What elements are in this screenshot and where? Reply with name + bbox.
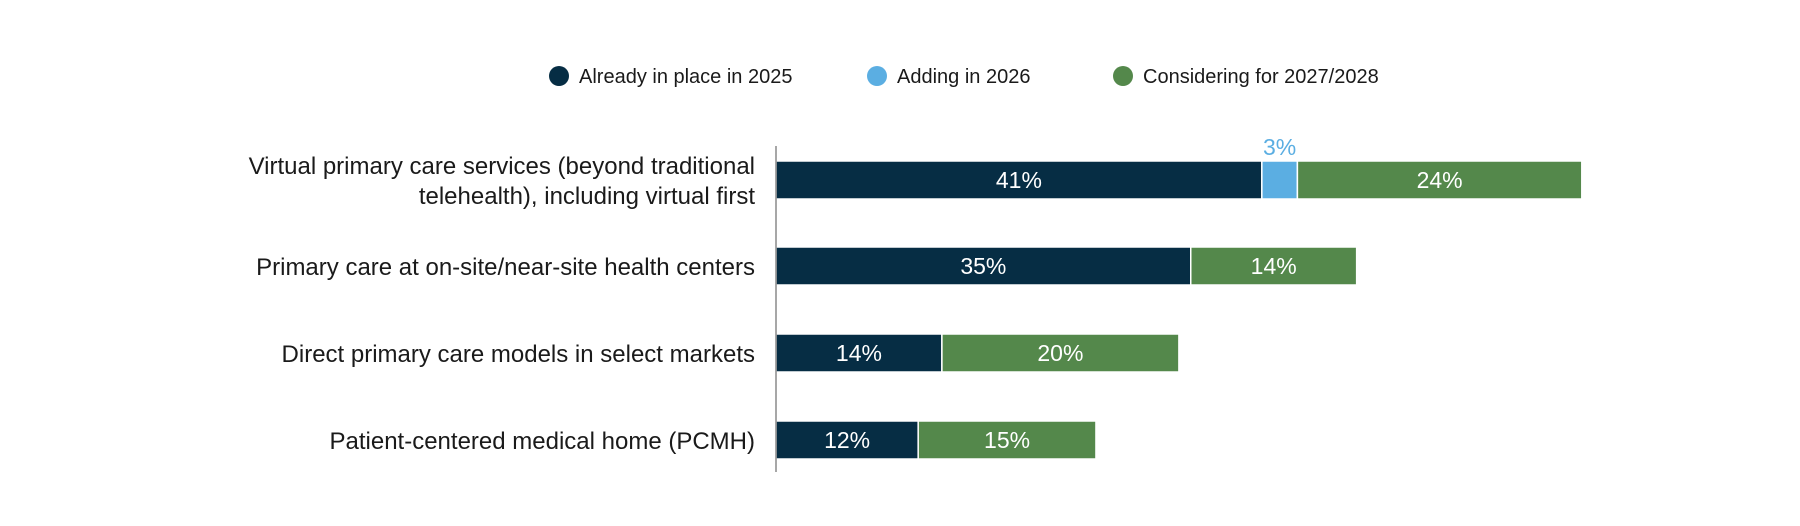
legend-swatch-considering-for-2027-2028 (1113, 66, 1133, 86)
legend-label-considering-for-2027-2028: Considering for 2027/2028 (1143, 66, 1379, 88)
category-label-row-2: Primary care at on-site/near-site health… (256, 254, 755, 281)
category-label-row-3: Direct primary care models in select mar… (282, 341, 755, 368)
category-label-row-4: Patient-centered medical home (PCMH) (330, 428, 756, 455)
data-label-considering-for-2027-2028-row-4: 15% (984, 427, 1030, 453)
legend-item-considering-for-2027-2028: Considering for 2027/2028 (1113, 66, 1379, 88)
data-label-considering-for-2027-2028-row-2: 14% (1251, 253, 1297, 279)
bar-considering-for-2027-2028-row-3 (941, 333, 1180, 373)
legend-label-already-in-place-in-2025: Already in place in 2025 (579, 66, 792, 88)
bar-considering-for-2027-2028-row-2 (1190, 246, 1358, 286)
data-label-considering-for-2027-2028-row-3: 20% (1037, 340, 1083, 366)
bar-already-in-place-in-2025-row-4 (775, 420, 919, 460)
category-label-row-1-line-1: Virtual primary care services (beyond tr… (249, 153, 755, 180)
legend-item-already-in-place-in-2025: Already in place in 2025 (549, 66, 792, 88)
legend-item-adding-in-2026: Adding in 2026 (867, 66, 1030, 88)
bar-adding-in-2026-row-1 (1261, 160, 1299, 200)
data-label-already-in-place-in-2025-row-2: 35% (960, 253, 1006, 279)
bar-already-in-place-in-2025-row-2 (775, 246, 1192, 286)
legend-label-adding-in-2026: Adding in 2026 (897, 66, 1030, 88)
legend-swatch-already-in-place-in-2025 (549, 66, 569, 86)
legend: Already in place in 2025 Adding in 2026 Co… (549, 66, 1379, 88)
legend-swatch-adding-in-2026 (867, 66, 887, 86)
category-label-row-1-line-2: telehealth), including virtual first (419, 183, 755, 210)
bars: 41% 3% 24% 35% 14% 14% 20% 12% 15% (775, 134, 1583, 460)
bar-already-in-place-in-2025-row-3 (775, 333, 943, 373)
bar-already-in-place-in-2025-row-1 (775, 160, 1263, 200)
bar-considering-for-2027-2028-row-1 (1296, 160, 1583, 200)
data-label-adding-in-2026-row-1: 3% (1263, 134, 1296, 160)
data-label-already-in-place-in-2025-row-4: 12% (824, 427, 870, 453)
category-labels: Virtual primary care services (beyond tr… (249, 153, 756, 455)
data-label-already-in-place-in-2025-row-1: 41% (996, 167, 1042, 193)
data-label-already-in-place-in-2025-row-3: 14% (836, 340, 882, 366)
bar-considering-for-2027-2028-row-4 (917, 420, 1097, 460)
data-label-considering-for-2027-2028-row-1: 24% (1417, 167, 1463, 193)
